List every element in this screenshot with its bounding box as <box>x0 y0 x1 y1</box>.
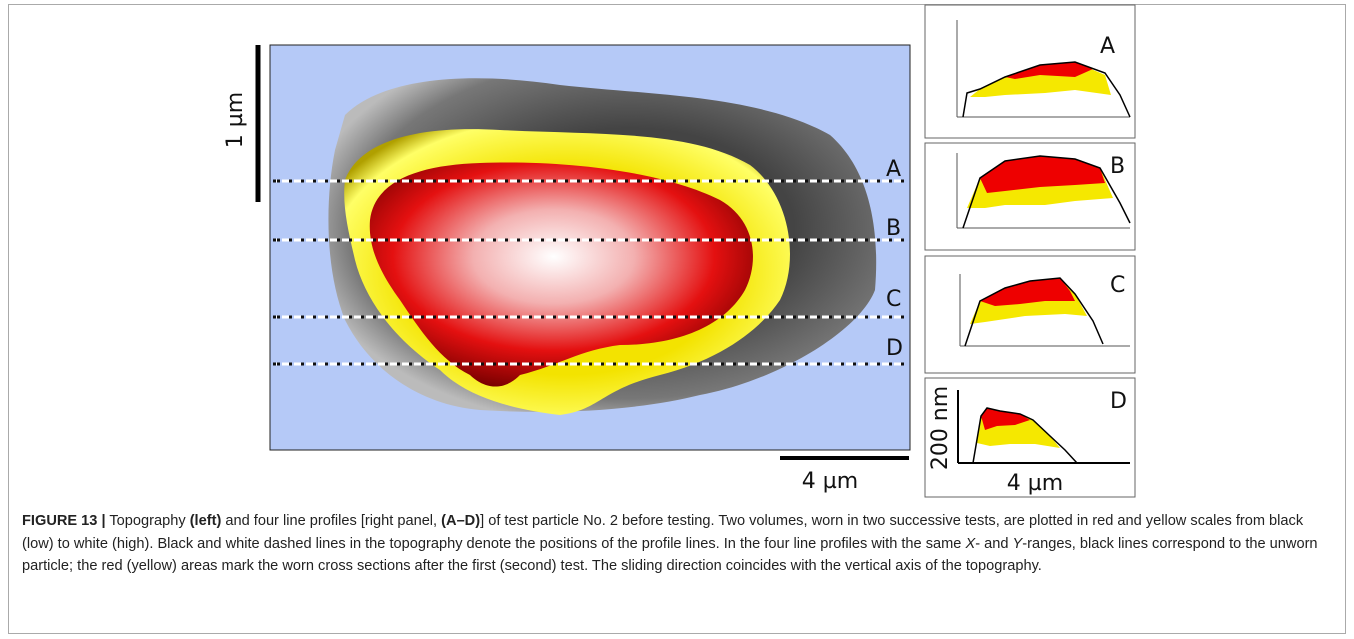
profile-panel: B <box>924 142 1136 251</box>
caption-text: -ranges, black lines correspond to the u… <box>22 535 1318 575</box>
panel-label: A <box>1100 34 1115 59</box>
x-scale-label: 4 µm <box>1007 471 1063 496</box>
figure: A B C D 1 µm 4 µm A B C D <box>223 4 1136 498</box>
figure-frame <box>8 4 1346 634</box>
scale-label: 4 µm <box>802 469 858 494</box>
red-area <box>980 156 1105 193</box>
panel-label: D <box>1110 389 1127 414</box>
caption-text: X <box>965 535 976 552</box>
profile-panel: C <box>924 255 1136 374</box>
panel-label: B <box>1110 154 1125 179</box>
profile-lines <box>273 179 905 366</box>
line-label: D <box>886 336 903 361</box>
caption-text: Y <box>1012 535 1023 552</box>
profile-panel: A <box>924 4 1136 139</box>
y-scale-label: 200 nm <box>928 386 953 470</box>
red-area <box>1005 62 1093 79</box>
caption-text: (A–D) <box>441 513 481 529</box>
caption-text: - and <box>975 535 1013 552</box>
caption-text: and four line profiles [right panel, <box>221 513 442 529</box>
panel-label: C <box>1110 273 1125 298</box>
profile <box>964 277 1104 347</box>
profile-panel: D 200 nm 4 µm <box>924 377 1136 498</box>
caption-text: FIGURE 13 | <box>22 513 106 529</box>
line-label: C <box>886 287 901 312</box>
caption: FIGURE 13 | Topography (left) and four l… <box>22 510 1337 578</box>
topography-red <box>369 162 753 387</box>
caption-text: (left) <box>189 513 222 529</box>
profile <box>962 155 1131 229</box>
red-area <box>981 408 1030 430</box>
red-area <box>980 278 1075 306</box>
caption-text: Topography <box>105 513 190 529</box>
line-label: A <box>886 157 901 182</box>
scale-label: 1 µm <box>223 92 248 148</box>
panel-box <box>924 377 1136 498</box>
line-label: B <box>886 216 901 241</box>
profile <box>962 61 1131 118</box>
profile <box>972 407 1078 464</box>
caption-text: ] of test particle No. 2 before testing.… <box>22 513 1304 552</box>
